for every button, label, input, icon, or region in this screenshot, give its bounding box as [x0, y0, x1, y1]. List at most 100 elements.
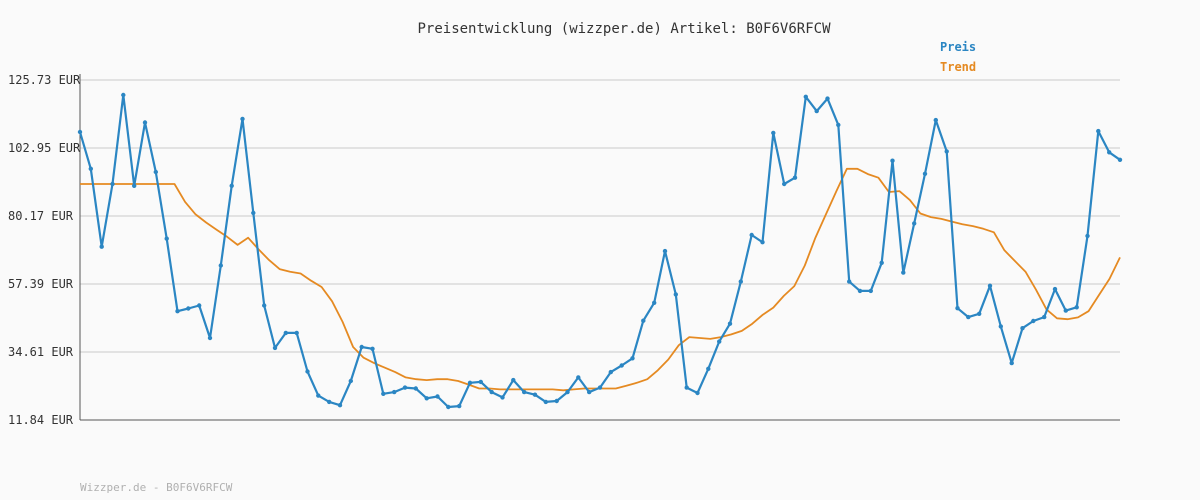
- data-point-preis: [803, 94, 808, 100]
- data-point-preis: [435, 394, 440, 399]
- data-point-preis: [814, 108, 819, 114]
- data-point-preis: [1020, 326, 1025, 331]
- data-point-preis: [890, 158, 895, 163]
- data-point-preis: [554, 398, 559, 404]
- data-point-preis: [977, 311, 982, 316]
- data-point-preis: [532, 392, 538, 397]
- data-point-preis: [283, 330, 288, 336]
- data-point-preis: [1042, 314, 1047, 320]
- data-point-preis: [792, 175, 798, 180]
- data-point-preis: [511, 377, 516, 383]
- data-point-preis: [467, 380, 473, 385]
- data-point-preis: [229, 183, 234, 188]
- data-point-preis: [327, 399, 332, 405]
- data-point-preis: [110, 181, 115, 187]
- data-point-preis: [987, 283, 993, 288]
- data-point-preis: [706, 366, 711, 371]
- data-point-preis: [771, 130, 776, 136]
- data-point-preis: [305, 369, 310, 374]
- y-tick-label: 125.73 EUR: [8, 73, 81, 87]
- data-point-preis: [262, 303, 267, 308]
- data-point-preis: [1063, 308, 1069, 313]
- data-point-preis: [218, 263, 223, 268]
- data-point-preis: [446, 404, 451, 410]
- data-point-preis: [608, 369, 613, 375]
- data-point-preis: [1074, 305, 1079, 310]
- data-point-preis: [186, 306, 191, 311]
- legend-trend: Trend: [940, 60, 976, 74]
- data-point-preis: [272, 345, 278, 351]
- y-tick-label: 80.17 EUR: [8, 209, 74, 223]
- data-point-preis: [641, 318, 646, 323]
- data-point-preis: [164, 236, 169, 241]
- data-point-preis: [402, 385, 408, 390]
- data-point-preis: [597, 385, 603, 390]
- data-point-preis: [489, 389, 494, 395]
- data-point-preis: [543, 399, 548, 405]
- data-point-preis: [240, 116, 245, 122]
- data-point-preis: [847, 279, 852, 284]
- data-point-preis: [1096, 128, 1101, 134]
- data-point-preis: [565, 389, 570, 395]
- data-point-preis: [132, 183, 137, 188]
- data-point-preis: [77, 129, 83, 135]
- data-point-preis: [727, 321, 733, 326]
- data-point-preis: [782, 181, 787, 187]
- y-tick-label: 57.39 EUR: [8, 277, 74, 291]
- legend-preis: Preis: [940, 40, 976, 54]
- series-line-trend: [80, 167, 1121, 392]
- data-point-preis: [1009, 360, 1014, 366]
- series-line-preis: [78, 93, 1121, 409]
- data-point-preis: [717, 339, 722, 344]
- data-point-preis: [933, 117, 938, 123]
- data-point-preis: [587, 389, 592, 395]
- data-point-preis: [1085, 233, 1090, 239]
- data-point-preis: [457, 403, 462, 409]
- data-point-preis: [348, 378, 353, 384]
- data-point-preis: [337, 403, 343, 408]
- data-point-preis: [576, 375, 581, 380]
- data-point-preis: [175, 309, 180, 314]
- data-point-preis: [316, 393, 321, 398]
- data-point-preis: [1107, 150, 1112, 155]
- series-layer: [77, 92, 1123, 410]
- data-point-preis: [619, 363, 624, 368]
- grid-lines: [80, 79, 1120, 354]
- data-point-preis: [857, 288, 863, 294]
- data-point-preis: [630, 356, 635, 361]
- data-point-preis: [1052, 286, 1058, 292]
- data-point-preis: [1031, 318, 1036, 324]
- data-point-preis: [142, 120, 148, 125]
- footer-text: Wizzper.de - B0F6V6RFCW: [80, 481, 233, 494]
- y-axis-labels: 125.73 EUR 102.95 EUR 80.17 EUR 57.39 EUR 34…: [8, 73, 81, 427]
- data-point-preis: [760, 240, 765, 245]
- data-point-preis: [738, 279, 743, 284]
- data-point-preis: [901, 270, 906, 275]
- data-point-preis: [522, 389, 527, 395]
- data-point-preis: [836, 122, 841, 128]
- data-point-preis: [955, 306, 960, 311]
- y-tick-label: 11.84 EUR: [8, 413, 74, 427]
- data-point-preis: [99, 244, 104, 249]
- data-point-preis: [879, 260, 884, 265]
- data-point-preis: [370, 346, 375, 351]
- data-point-preis: [294, 330, 299, 336]
- data-point-preis: [359, 344, 364, 350]
- data-point-preis: [500, 395, 505, 400]
- data-point-preis: [478, 379, 483, 385]
- y-tick-label: 102.95 EUR: [8, 141, 81, 155]
- data-point-preis: [673, 292, 678, 297]
- y-tick-label: 34.61 EUR: [8, 345, 74, 359]
- data-point-preis: [868, 288, 873, 294]
- data-point-preis: [392, 389, 397, 395]
- data-point-preis: [88, 166, 94, 171]
- data-point-preis: [153, 169, 158, 175]
- data-point-preis: [652, 300, 657, 305]
- data-point-preis: [662, 248, 668, 254]
- data-point-preis: [413, 386, 418, 391]
- data-point-preis: [121, 92, 126, 98]
- data-point-preis: [749, 232, 754, 238]
- data-point-preis: [1117, 157, 1123, 162]
- data-point-preis: [998, 324, 1003, 329]
